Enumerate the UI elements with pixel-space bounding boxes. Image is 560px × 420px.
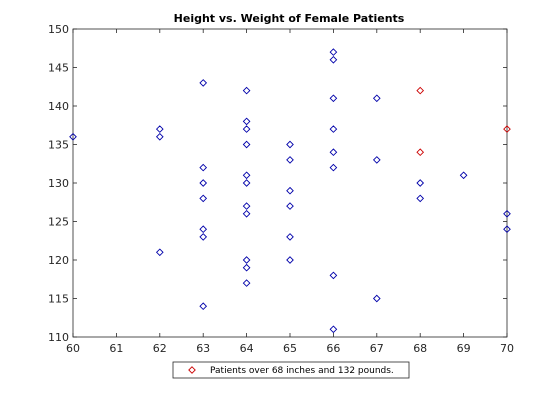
highlight-point	[503, 125, 511, 133]
data-point	[329, 271, 338, 280]
y-tick-label: 145	[48, 62, 69, 75]
data-point	[69, 132, 77, 141]
data-point	[242, 171, 251, 180]
y-tick-label: 110	[48, 331, 69, 344]
data-point	[199, 233, 208, 241]
data-point	[199, 225, 208, 234]
data-point	[286, 140, 294, 149]
data-point	[329, 125, 338, 133]
data-point	[503, 225, 511, 234]
x-tick-label: 65	[283, 342, 297, 355]
data-point	[372, 294, 381, 303]
data-point	[416, 194, 425, 203]
x-tick-label: 66	[326, 342, 340, 355]
x-tick-label: 62	[153, 342, 167, 355]
data-point	[242, 279, 251, 287]
data-point	[242, 209, 251, 218]
data-point	[242, 179, 251, 187]
data-point	[372, 94, 381, 103]
data-point	[329, 163, 338, 172]
axes-box	[72, 28, 508, 338]
data-point	[155, 248, 164, 257]
data-point	[199, 163, 208, 172]
y-tick-label: 130	[48, 177, 69, 190]
x-tick-label: 70	[500, 342, 514, 355]
data-point	[199, 179, 208, 187]
y-tick-label: 115	[48, 293, 69, 306]
data-point	[459, 171, 468, 180]
data-point	[199, 194, 208, 203]
data-point	[286, 256, 294, 264]
data-point	[503, 209, 511, 218]
data-point	[286, 233, 294, 241]
highlight-point	[416, 148, 425, 157]
data-point	[242, 140, 251, 149]
highlight-point	[416, 86, 425, 95]
data-point	[329, 148, 338, 157]
data-point	[329, 48, 338, 56]
data-point	[242, 202, 251, 210]
data-point	[372, 156, 381, 164]
data-point	[242, 125, 251, 133]
x-tick-label: 68	[413, 342, 427, 355]
data-point	[286, 202, 294, 210]
data-point	[286, 156, 294, 164]
legend: Patients over 68 inches and 132 pounds.	[172, 361, 410, 379]
data-point	[329, 325, 338, 334]
data-point	[416, 179, 425, 187]
x-tick-label: 69	[457, 342, 471, 355]
data-point	[286, 186, 294, 195]
data-point	[242, 263, 251, 272]
data-point	[242, 256, 251, 264]
y-tick-label: 135	[48, 139, 69, 152]
y-tick-label: 120	[48, 254, 69, 267]
data-point	[155, 132, 164, 141]
plot-area: 60 61 62 63 64 65 66 67 68 69 70 110 115 120 125 130 135…	[48, 23, 514, 355]
data-point	[155, 125, 164, 133]
legend-label: Patients over 68 inches and 132 pounds.	[210, 366, 394, 376]
data-point	[199, 302, 208, 311]
y-tick-label: 125	[48, 216, 69, 229]
data-point	[329, 94, 338, 103]
y-tick-label: 150	[48, 23, 69, 36]
x-tick-label: 63	[196, 342, 210, 355]
x-tick-label: 60	[66, 342, 80, 355]
legend-box	[172, 361, 410, 379]
y-tick-label: 140	[48, 100, 69, 113]
chart-title: Height vs. Weight of Female Patients	[174, 12, 405, 25]
data-point	[242, 86, 251, 95]
data-point	[329, 55, 338, 64]
data-point	[242, 117, 251, 126]
legend-marker	[188, 366, 196, 374]
x-tick-label: 64	[240, 342, 254, 355]
data-point	[199, 79, 208, 87]
x-tick-label: 67	[370, 342, 384, 355]
x-tick-label: 61	[109, 342, 123, 355]
